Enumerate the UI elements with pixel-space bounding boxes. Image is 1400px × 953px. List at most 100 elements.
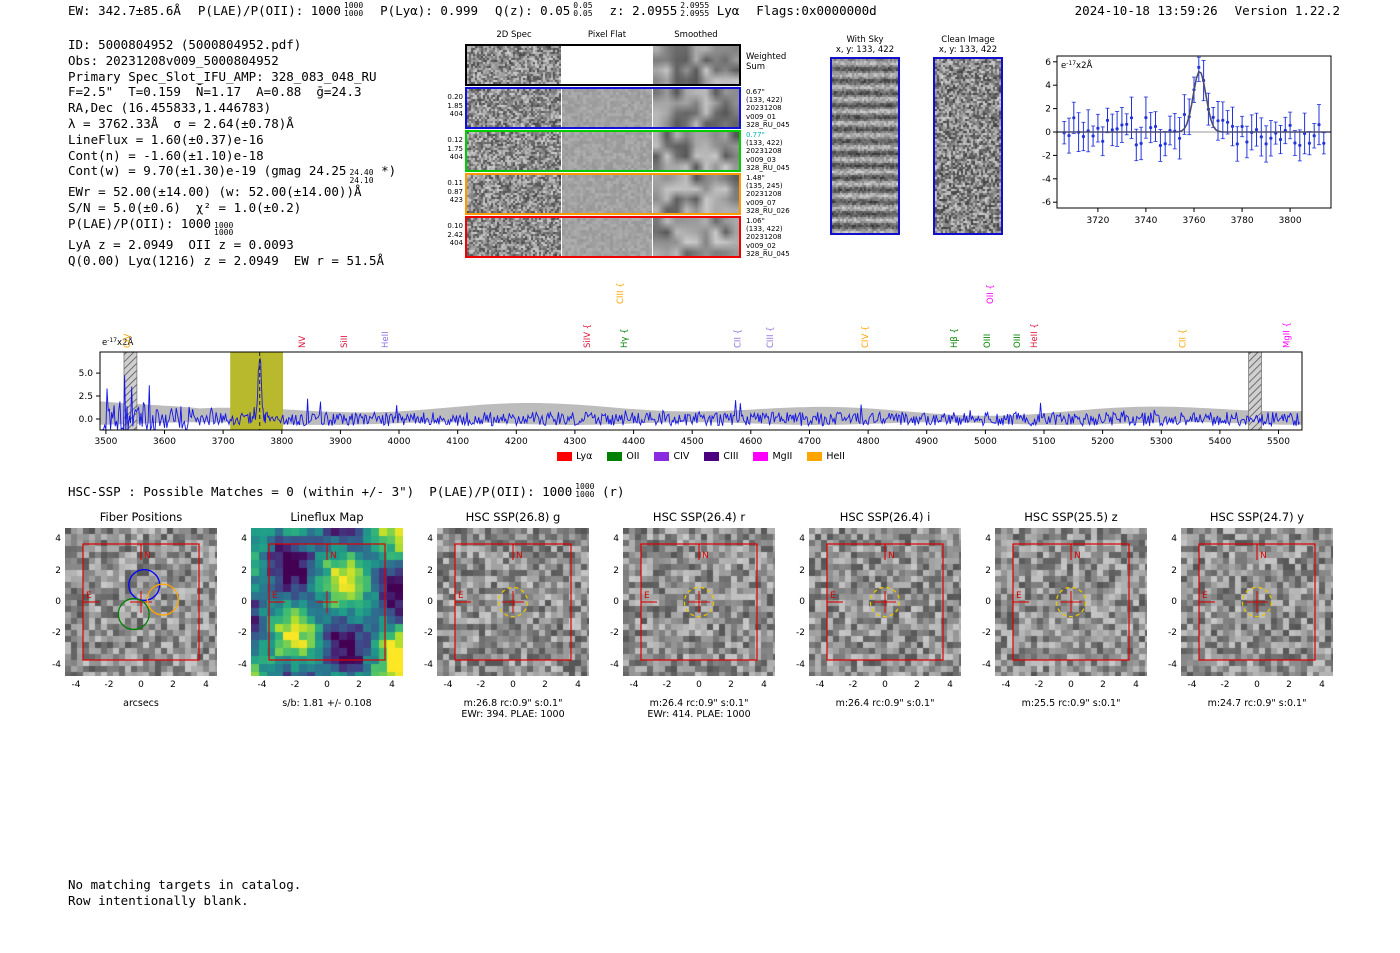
aperture-circle	[1241, 586, 1273, 618]
x-tick-label: 3720	[1086, 216, 1109, 226]
axis-tick-label: 0	[799, 597, 805, 607]
emission-line-label: OIII	[1013, 334, 1023, 348]
axis-tick-label: 0	[55, 597, 61, 607]
detection-info-line: LineFlux = 1.60(±0.37)e-16	[68, 131, 264, 147]
compass-east: E	[272, 591, 278, 601]
axis-tick-label: 4	[203, 680, 209, 690]
emission-line-label: CIII {	[616, 282, 626, 304]
cutout-title: HSC SSP(26.8) g	[465, 510, 561, 524]
spec2d-image	[467, 89, 561, 127]
pixelflat-image	[562, 218, 652, 256]
y-tick-label: -6	[1042, 198, 1051, 208]
compass-north: N	[330, 551, 337, 561]
axis-tick-label: -2	[1168, 628, 1177, 638]
compass-north: N	[1260, 551, 1267, 561]
cutout-title: HSC SSP(26.4) r	[652, 510, 746, 524]
spectrum-legend: Lyα OII CIV CIII MgII HeII	[100, 451, 1302, 462]
gaussian-fit-line	[1057, 70, 1331, 133]
axis-tick-label: -2	[1034, 680, 1044, 690]
axis-tick-label: 0	[241, 597, 247, 607]
legend-swatch	[704, 452, 720, 461]
y-tick-label: 2	[1045, 105, 1051, 115]
line-classification: Lyα	[709, 3, 740, 18]
legend-swatch	[557, 452, 573, 461]
emission-line-label: OIII	[983, 334, 993, 348]
spectrum-line	[102, 357, 1301, 432]
axis-tick-label: 2	[799, 566, 805, 576]
cutout-title: Lineflux Map	[290, 510, 364, 524]
axis-tick-label: 2	[1171, 566, 1177, 576]
ew-value: EW: 342.7±85.6Å	[68, 3, 181, 18]
axis-tick-label: -2	[1220, 680, 1230, 690]
legend-item: CIV	[654, 451, 689, 462]
legend-item: HeII	[807, 451, 845, 462]
compass-east: E	[86, 591, 92, 601]
spec2d-column-title: Smoothed	[674, 30, 718, 40]
footer-line: No matching targets in catalog.	[68, 877, 302, 892]
redshift-value: z: 2.0955 2.0955 2.0955 Lyα	[610, 1, 740, 18]
y-tick-label: 0	[1045, 128, 1051, 138]
stacked-fraction: 2.0955 2.0955	[680, 1, 710, 18]
axis-tick-label: 4	[575, 680, 581, 690]
legend-label: CIII	[723, 451, 739, 462]
cutout-overlay: NE	[826, 543, 944, 661]
emission-line-label: CII {	[733, 329, 743, 348]
axis-tick-label: -4	[610, 660, 619, 670]
axis-tick-label: 0	[1171, 597, 1177, 607]
fiber-circle	[146, 583, 179, 616]
plae-label: P(LAE)/P(OII): 1000	[197, 3, 341, 18]
emission-line-label: HeII {	[1030, 323, 1040, 348]
pixelflat-image	[562, 46, 652, 84]
y-tick-label: 4	[1045, 81, 1051, 91]
compass-east: E	[1016, 591, 1022, 601]
spec2d-image	[467, 46, 561, 84]
pixelflat-image	[562, 132, 652, 170]
y-tick-label: -2	[1042, 151, 1051, 161]
full-spectrum-plot: 3500 3600 3700 3800 3900 4000 4100 4200 4300 4400…	[79, 282, 1303, 447]
x-tick-label: 3500	[94, 437, 117, 447]
emission-line-label: CIV	[123, 334, 133, 348]
spec2d-column-title: Pixel Flat	[587, 30, 627, 40]
emission-line-label: SiII	[340, 335, 350, 348]
x-tick-label: 5200	[1091, 437, 1114, 447]
axis-tick-label: -2	[662, 680, 672, 690]
axis-tick-label: 2	[914, 680, 920, 690]
axis-tick-label: -2	[982, 628, 991, 638]
axis-tick-label: 0	[427, 597, 433, 607]
axis-tick-label: -4	[982, 660, 991, 670]
cutout-title: HSC SSP(24.7) y	[1209, 510, 1305, 524]
x-tick-label: 4100	[446, 437, 469, 447]
axis-tick-label: 2	[427, 566, 433, 576]
spec2d-row-scale: 0.12 1.75 404	[447, 136, 463, 161]
emission-line-label: SiIV {	[583, 324, 593, 348]
axis-tick-label: 4	[947, 680, 953, 690]
axis-tick-label: 2	[356, 680, 362, 690]
smoothed-image	[653, 89, 739, 127]
detection-info-line: P(LAE)/P(OII): 1000 1000 1000	[68, 215, 234, 238]
axis-tick-label: -4	[443, 680, 453, 690]
x-tick-label: 3800	[1279, 216, 1302, 226]
smoothed-image	[653, 175, 739, 213]
axis-tick-label: -4	[238, 660, 247, 670]
legend-swatch	[753, 452, 769, 461]
spec2d-annotation: 1.06" (133, 422) 20231208 v009_02 328_RU_045	[746, 217, 790, 258]
x-tick-label: 3760	[1183, 216, 1206, 226]
qz-value: Q(z): 0.05 0.05 0.05	[495, 2, 593, 18]
smoothed-image	[653, 132, 739, 170]
legend-item: CIII	[704, 451, 738, 462]
report-version: Version 1.22.2	[1234, 3, 1340, 18]
datetime-version: 2024-10-18 13:59:26 Version 1.22.2	[1075, 3, 1340, 18]
axis-tick-label: -4	[1001, 680, 1011, 690]
axis-tick-label: 0	[138, 680, 144, 690]
cutout-overlay: NE	[82, 543, 200, 661]
spec2d-row-scale: 0.11 0.87 423	[447, 179, 463, 204]
plot-ylabel: e-17x2Å	[1061, 59, 1092, 71]
spec2d-annotation: 1.48" (135, 245) 20231208 v009_07 328_RU_026	[746, 174, 790, 215]
with-sky-panel	[830, 57, 900, 235]
emission-line-label: CIII {	[766, 326, 776, 348]
axis-tick-label: 4	[613, 534, 619, 544]
spec2d-annotation: 0.67" (133, 422) 20231208 v009_01 328_RU_045	[746, 88, 790, 129]
hsc-ssp-summary: HSC-SSP : Possible Matches = 0 (within +…	[68, 483, 625, 499]
cutout-caption: arcsecs	[123, 698, 159, 709]
summary-line: EW: 342.7±85.6Å P(LAE)/P(OII): 1000 1000 1…	[68, 1, 877, 18]
